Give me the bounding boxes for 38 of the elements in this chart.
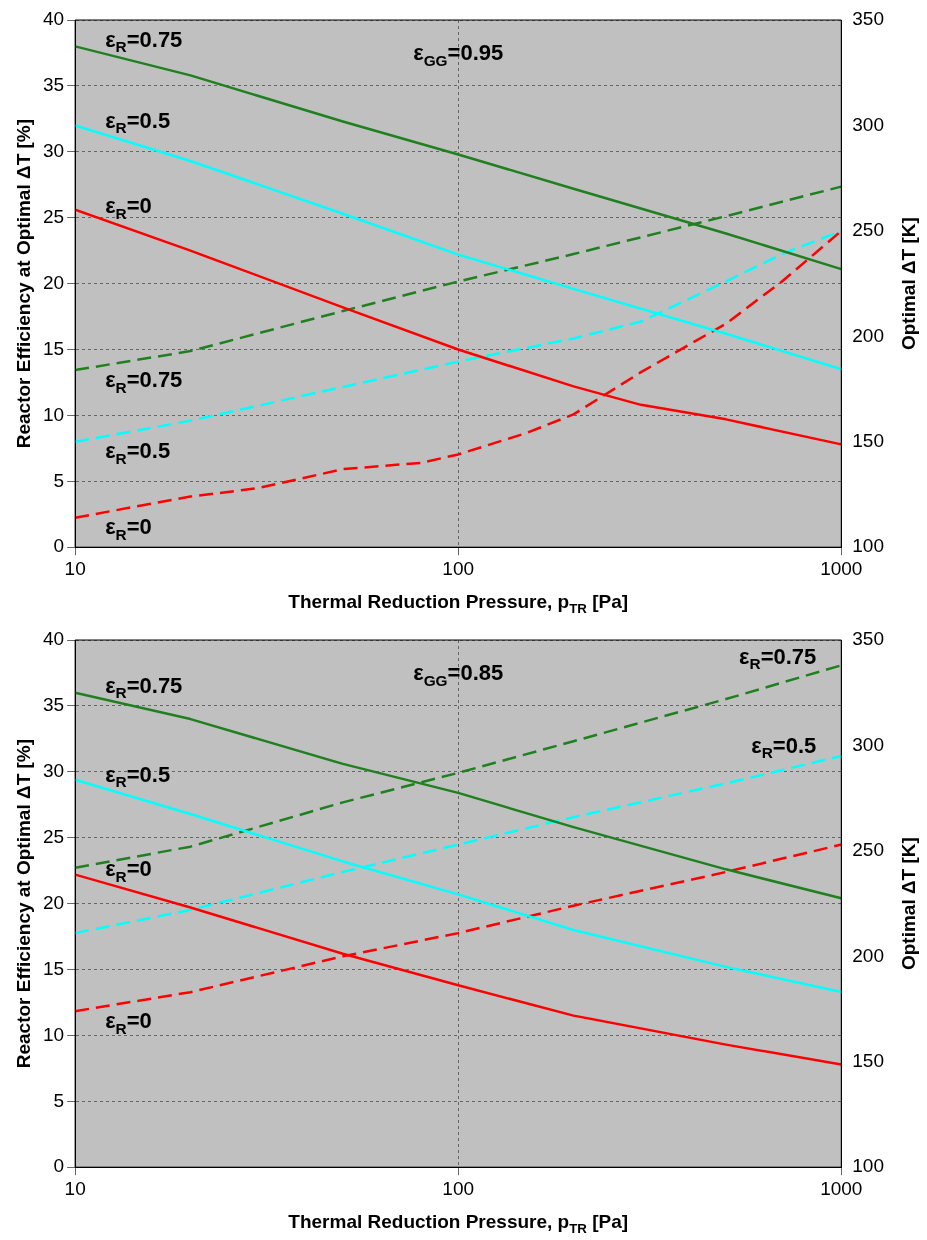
x-tick-label: 100 <box>442 557 475 579</box>
y2-axis-title: Optimal ΔT [K] <box>898 837 919 971</box>
x-tick-label: 100 <box>442 1177 475 1199</box>
y-tick-label: 15 <box>42 337 65 359</box>
y2-tick-label: 150 <box>852 1049 884 1071</box>
y-tick-label: 30 <box>42 140 65 162</box>
y2-tick-label: 350 <box>852 8 884 30</box>
y-tick-label: 35 <box>42 694 65 716</box>
y-axis-title: Reactor Efficiency at Optimal ΔT [%] <box>13 118 34 449</box>
y2-tick-label: 250 <box>852 219 884 241</box>
y2-axis-title: Optimal ΔT [K] <box>898 217 919 351</box>
y-tick-label: 40 <box>42 628 65 650</box>
y2-tick-label: 300 <box>852 733 884 755</box>
y2-tick-label: 200 <box>852 324 884 346</box>
y-tick-label: 5 <box>53 469 65 491</box>
y-tick-label: 5 <box>53 1089 65 1111</box>
x-tick-label: 1000 <box>820 557 863 579</box>
y2-tick-label: 150 <box>852 429 884 451</box>
y-tick-label: 40 <box>42 8 65 30</box>
x-tick-label: 1000 <box>820 1177 863 1199</box>
y-tick-label: 20 <box>42 271 65 293</box>
y-tick-label: 20 <box>42 891 65 913</box>
y-tick-label: 10 <box>42 403 65 425</box>
y2-tick-label: 100 <box>852 535 884 557</box>
y-tick-label: 0 <box>53 535 65 557</box>
y-tick-label: 25 <box>42 205 65 227</box>
y2-tick-label: 300 <box>852 113 884 135</box>
y-tick-label: 35 <box>42 74 65 96</box>
y2-tick-label: 100 <box>852 1155 884 1177</box>
y-tick-label: 30 <box>42 760 65 782</box>
y2-tick-label: 200 <box>852 944 884 966</box>
y-tick-label: 15 <box>42 957 65 979</box>
y-axis-title: Reactor Efficiency at Optimal ΔT [%] <box>13 738 34 1069</box>
y2-tick-label: 250 <box>852 839 884 861</box>
y-tick-label: 25 <box>42 825 65 847</box>
y2-tick-label: 350 <box>852 628 884 650</box>
y-tick-label: 10 <box>42 1023 65 1045</box>
y-tick-label: 0 <box>53 1155 65 1177</box>
